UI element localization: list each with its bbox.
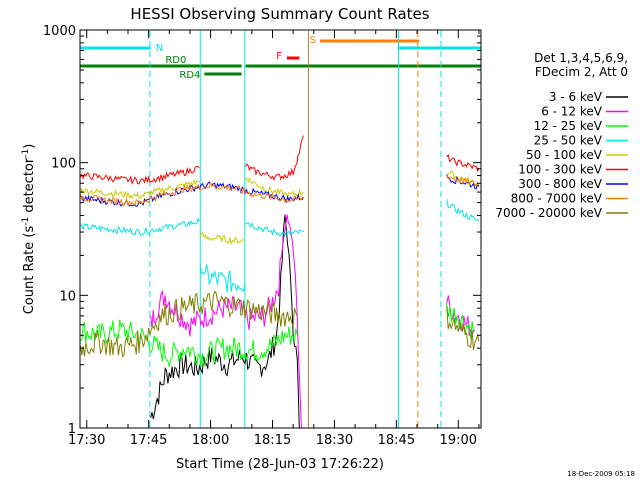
- series-line: [245, 176, 304, 200]
- vertical-markers: [149, 31, 442, 428]
- chart-title: HESSI Observing Summary Count Rates: [130, 5, 429, 23]
- axes: 17:30 17:45 18:00 18:15 18:30 18:45 19:00 1 10 10…: [43, 24, 481, 448]
- series-line: [150, 214, 302, 429]
- legend-label: 50 - 100 keV: [526, 148, 603, 162]
- flag-label: S: [310, 35, 316, 46]
- y-tick-label: 10: [59, 289, 76, 304]
- x-tick-label: 18:00: [192, 433, 229, 448]
- legend-label: 100 - 300 keV: [518, 163, 602, 177]
- series-line: [80, 166, 200, 185]
- series-line: [245, 221, 304, 237]
- legend-label: 12 - 25 keV: [534, 119, 603, 133]
- series-line: [446, 305, 480, 350]
- series-line: [446, 175, 480, 187]
- series-line: [80, 319, 298, 368]
- series-line: [446, 303, 476, 339]
- series-line: [80, 290, 298, 358]
- series-line: [446, 174, 480, 190]
- legend-header-line2: FDecim 2, Att 0: [535, 65, 628, 79]
- legend-label: 300 - 800 keV: [518, 177, 602, 191]
- series-line: [199, 264, 246, 293]
- flag-label: F: [276, 51, 282, 62]
- x-tick-label: 17:30: [68, 433, 105, 448]
- legend-label: 6 - 12 keV: [541, 105, 603, 119]
- flag-label: RD4: [179, 70, 200, 81]
- series-line: [80, 181, 304, 207]
- legend-label: 800 - 7000 keV: [511, 192, 603, 206]
- series-line: [80, 179, 200, 200]
- series-line: [446, 199, 480, 222]
- legend-header-line1: Det 1,3,4,5,6,9,: [534, 51, 628, 65]
- x-tick-label: 18:30: [316, 433, 353, 448]
- x-axis-label: Start Time (28-Jun-03 17:26:22): [176, 457, 384, 472]
- x-tick-label: 17:45: [130, 433, 167, 448]
- y-tick-label: 1000: [43, 24, 76, 39]
- legend-label: 7000 - 20000 keV: [495, 206, 602, 220]
- series-lines: [80, 135, 480, 429]
- flag-bars: N S RD0 RD4 F: [80, 35, 481, 81]
- series-line: [199, 232, 246, 245]
- y-axis-label: Count Rate (s-1 detector-1): [21, 144, 37, 315]
- y-tick-label: 1: [68, 422, 76, 437]
- x-tick-label: 18:15: [254, 433, 291, 448]
- footer-timestamp: 18-Dec-2009 05:18: [567, 470, 635, 478]
- y-tick-label: 100: [51, 157, 76, 172]
- plot-frame: [79, 29, 482, 429]
- flag-label: N: [156, 43, 163, 54]
- series-line: [446, 153, 480, 173]
- legend-label: 3 - 6 keV: [549, 90, 603, 104]
- series-line: [150, 214, 300, 429]
- x-tick-label: 18:45: [378, 433, 415, 448]
- flag-label: RD0: [165, 55, 186, 66]
- series-line: [245, 135, 304, 181]
- x-tick-label: 19:00: [440, 433, 477, 448]
- series-line: [80, 217, 200, 236]
- legend-label: 25 - 50 keV: [534, 134, 603, 148]
